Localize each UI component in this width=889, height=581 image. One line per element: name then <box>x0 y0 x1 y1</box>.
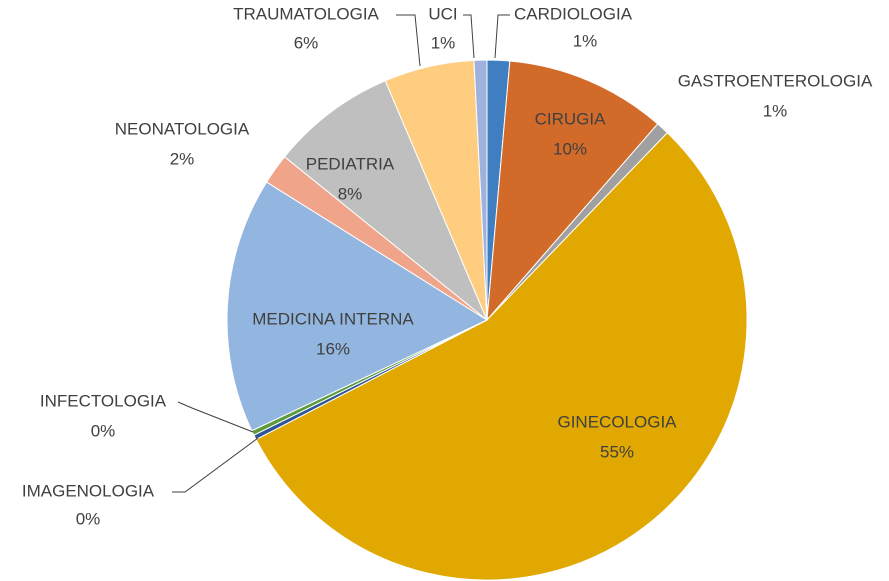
leader-line <box>463 14 475 59</box>
slice-value-label: 10% <box>553 139 587 158</box>
slice-label: INFECTOLOGIA <box>40 391 167 410</box>
slice-value-label: 8% <box>338 184 363 203</box>
slice-value-label: 1% <box>431 33 456 52</box>
slice-label: GINECOLOGIA <box>557 412 677 431</box>
slice-label: IMAGENOLOGIA <box>22 481 155 500</box>
pie-slice <box>255 132 748 581</box>
slice-label: PEDIATRIA <box>306 154 395 173</box>
pie-slice <box>283 80 488 321</box>
slice-label: NEONATOLOGIA <box>115 119 250 138</box>
leader-line <box>494 14 510 59</box>
slice-value-label: 16% <box>316 339 350 358</box>
pie-slice <box>226 181 489 432</box>
leader-line <box>177 401 254 433</box>
slice-label: UCI <box>428 4 457 23</box>
slice-value-label: 1% <box>573 31 598 50</box>
slice-label: CIRUGIA <box>535 109 607 128</box>
slice-label: CARDIOLOGIA <box>514 4 633 23</box>
leader-line <box>172 437 259 493</box>
slice-value-label: 0% <box>76 509 101 528</box>
leader-line <box>396 14 421 67</box>
slice-label: MEDICINA INTERNA <box>252 309 414 328</box>
slice-value-label: 2% <box>170 149 195 168</box>
pie-slice <box>473 59 488 321</box>
slice-value-label: 6% <box>294 33 319 52</box>
slice-value-label: 1% <box>763 101 788 120</box>
pie-slice <box>486 60 659 322</box>
slice-label: GASTROENTEROLOGIA <box>678 71 873 90</box>
slice-label: TRAUMATOLOGIA <box>233 4 379 23</box>
slice-value-label: 0% <box>91 421 116 440</box>
slice-value-label: 55% <box>600 442 634 461</box>
